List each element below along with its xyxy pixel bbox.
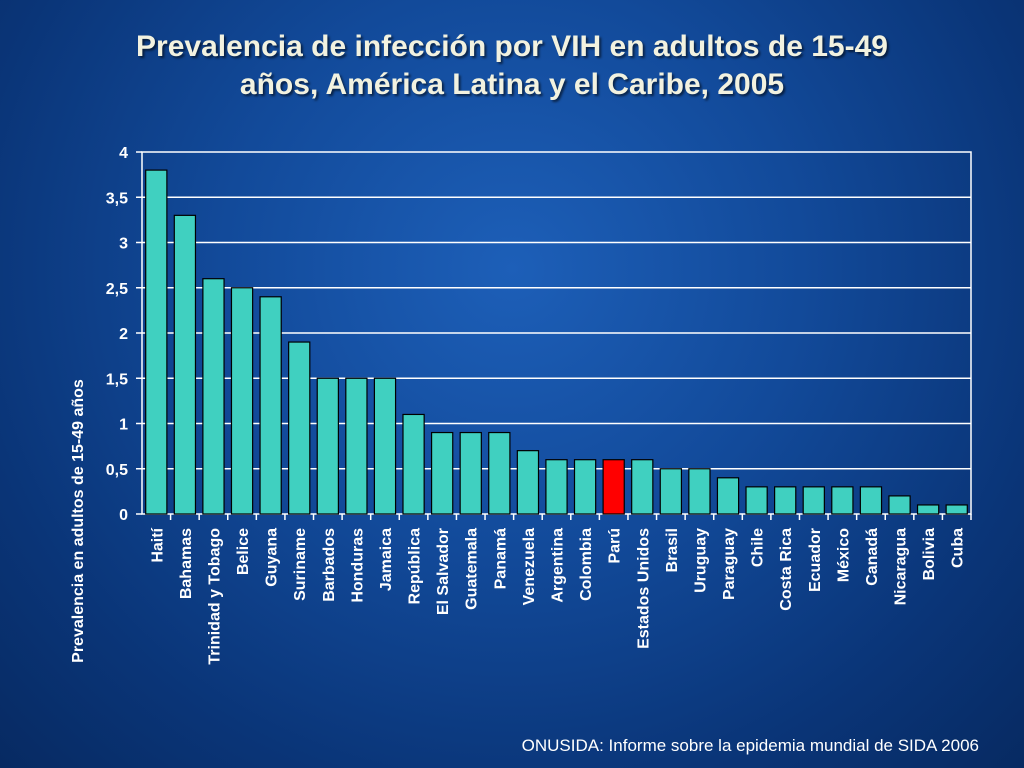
x-tick-label: Parú (607, 528, 624, 564)
bar (288, 341, 311, 515)
chart-title: Prevalencia de infección por VIH en adul… (0, 28, 1024, 104)
bar (545, 459, 568, 515)
bar (688, 468, 711, 515)
bar (173, 214, 197, 515)
x-tick-label: Trinidad y Tobago (206, 528, 223, 665)
x-tick-label: México (835, 528, 852, 582)
y-tick-label: 1 (119, 417, 128, 434)
bar (916, 504, 940, 515)
bar (488, 431, 511, 515)
source-note: ONUSIDA: Informe sobre la epidemia mundi… (521, 736, 979, 755)
title-line-2: años, América Latina y el Caribe, 2005 (239, 68, 785, 101)
x-tick-label: República (407, 528, 424, 605)
x-tick-label: Brasil (664, 528, 681, 572)
x-tick-label: Guyana (264, 528, 281, 587)
bar (774, 486, 797, 515)
y-tick-label: 0 (119, 507, 128, 524)
y-tick-label: 0,5 (106, 462, 128, 479)
bar (373, 377, 397, 515)
bar (516, 450, 540, 515)
bar (888, 495, 911, 515)
bar (602, 459, 625, 515)
bar (631, 459, 654, 515)
bar (745, 486, 768, 515)
x-tick-label: Barbados (321, 528, 338, 602)
x-tick-label: Estados Unidos (635, 528, 652, 649)
x-tick-label: Uruguay (692, 528, 709, 593)
bar (430, 431, 454, 515)
x-tick-label: Venezuela (521, 528, 538, 605)
x-tick-label: Jamaica (378, 528, 395, 591)
bar (145, 169, 168, 515)
bar (345, 377, 368, 515)
bar (859, 486, 883, 515)
x-tick-label: Suriname (292, 528, 309, 601)
bar (230, 287, 254, 515)
y-tick-label: 3 (119, 236, 128, 253)
x-tick-label: Belice (235, 528, 252, 575)
bar (402, 413, 425, 515)
x-tick-label: Paraguay (721, 528, 738, 600)
x-tick-label: Ecuador (807, 528, 824, 592)
x-tick-label: Bahamas (178, 528, 195, 599)
x-tick-label: Panamá (492, 528, 509, 589)
y-tick-label: 1,5 (106, 371, 128, 388)
x-tick-label: Nicaragua (893, 528, 910, 605)
x-tick-label: Cuba (950, 528, 967, 568)
bar (202, 278, 225, 515)
y-tick-label: 3,5 (106, 190, 128, 207)
x-tick-label: El Salvador (435, 528, 452, 615)
x-tick-label: Chile (750, 528, 767, 567)
bar (573, 459, 597, 515)
bar (459, 431, 482, 515)
x-tick-label: Canadá (864, 528, 881, 586)
bar (831, 486, 854, 515)
bar (259, 296, 282, 515)
title-line-1: Prevalencia de infección por VIH en adul… (136, 30, 888, 63)
x-tick-label: Bolivia (921, 528, 938, 581)
bar (316, 377, 339, 515)
x-tick-label: Honduras (349, 528, 366, 603)
x-tick-label: Colombia (578, 528, 595, 601)
bar (659, 468, 683, 515)
x-tick-label: Haití (149, 527, 166, 562)
y-tick-label: 2,5 (106, 281, 128, 298)
x-tick-label: Argentina (550, 528, 567, 603)
x-tick-label: Guatemala (464, 528, 481, 610)
y-tick-label: 2 (119, 326, 128, 343)
bar (945, 504, 968, 515)
y-axis-title: Prevalencia en adultos de 15-49 años (70, 379, 87, 663)
bar (716, 477, 740, 515)
y-tick-label: 4 (119, 145, 128, 162)
bar (802, 486, 825, 515)
x-tick-label: Costa Rica (778, 528, 795, 611)
